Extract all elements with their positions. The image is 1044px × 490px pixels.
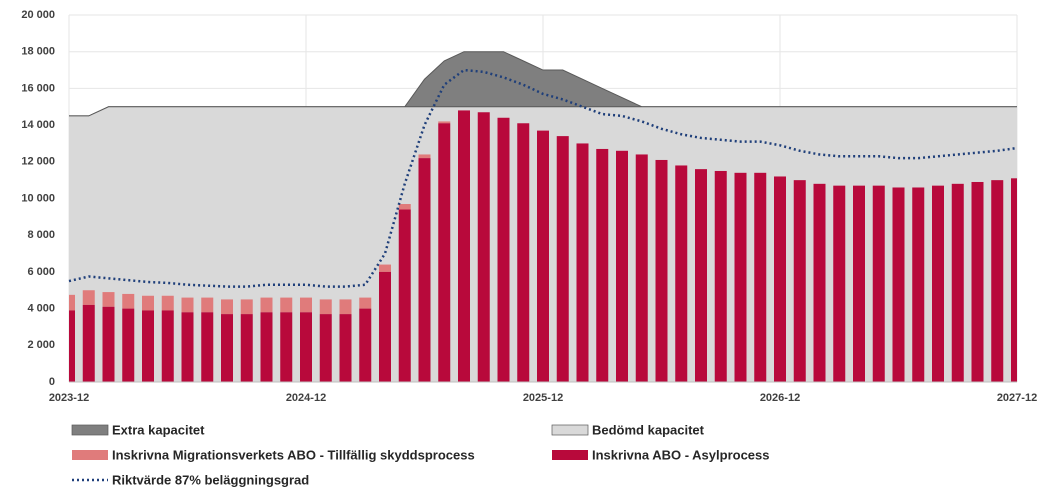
bar <box>892 187 905 382</box>
bar <box>240 299 253 315</box>
bar <box>339 314 352 382</box>
bar <box>122 293 135 309</box>
bar <box>635 154 648 382</box>
bar <box>280 297 293 313</box>
bar <box>912 187 925 382</box>
bar <box>853 185 865 382</box>
bar <box>142 310 154 382</box>
bar <box>813 183 826 382</box>
bar <box>872 185 885 382</box>
y-tick-label: 2 000 <box>27 339 55 351</box>
x-tick-label: 2023-12 <box>49 392 89 404</box>
bar <box>734 172 747 382</box>
y-tick-label: 4 000 <box>27 303 55 315</box>
bar <box>181 297 194 313</box>
legend-swatch <box>552 450 588 460</box>
bar <box>359 308 372 382</box>
bar <box>102 292 115 307</box>
bar <box>398 209 411 382</box>
bar <box>379 264 391 272</box>
bar <box>833 185 846 382</box>
bar <box>240 314 253 382</box>
bar <box>517 123 530 382</box>
bar <box>616 150 628 382</box>
bar <box>201 297 214 313</box>
bar <box>655 159 668 382</box>
bar <box>161 295 174 311</box>
bar <box>754 172 767 382</box>
x-tick-label: 2027-12 <box>997 392 1037 404</box>
bar <box>69 310 75 382</box>
bar <box>69 294 75 311</box>
y-tick-label: 14 000 <box>21 119 55 131</box>
bar <box>102 306 115 382</box>
bar <box>122 308 135 382</box>
bar <box>477 112 490 382</box>
bar <box>300 312 312 382</box>
bar <box>695 169 707 382</box>
y-tick-label: 16 000 <box>21 82 55 94</box>
bar <box>418 154 431 159</box>
bar <box>793 180 806 382</box>
y-tick-label: 20 000 <box>21 9 55 21</box>
bar <box>398 204 411 210</box>
bar <box>556 136 569 382</box>
bar <box>142 295 154 311</box>
bar <box>82 304 95 382</box>
y-tick-label: 0 <box>49 376 55 388</box>
bar <box>181 312 194 382</box>
y-tick-label: 8 000 <box>27 229 55 241</box>
bar <box>675 165 688 382</box>
bar <box>438 121 451 124</box>
bar <box>339 299 352 315</box>
area-edge <box>69 106 1017 117</box>
y-tick-label: 18 000 <box>21 46 55 58</box>
legend-swatch <box>551 424 589 436</box>
area <box>69 51 1017 116</box>
bar <box>497 117 510 382</box>
bar <box>714 170 727 382</box>
legend-label: Extra kapacitet <box>112 422 205 437</box>
bar <box>1011 178 1017 382</box>
bar <box>319 299 332 315</box>
y-tick-label: 10 000 <box>21 192 55 204</box>
legend-swatch <box>72 450 108 460</box>
bar <box>300 297 312 313</box>
bar <box>991 180 1004 382</box>
bar <box>260 297 273 313</box>
y-tick-label: 12 000 <box>21 156 55 168</box>
bar <box>458 110 470 383</box>
bar <box>260 312 273 382</box>
legend-label: Bedömd kapacitet <box>592 422 705 437</box>
bar <box>418 158 431 382</box>
bar <box>971 181 984 382</box>
bar <box>280 312 293 382</box>
bar <box>379 271 391 382</box>
x-tick-label: 2026-12 <box>760 392 800 404</box>
x-tick-label: 2025-12 <box>523 392 563 404</box>
bar <box>596 148 609 382</box>
bar <box>319 314 332 382</box>
legend-swatch <box>71 424 109 436</box>
legend-label: Inskrivna Migrationsverkets ABO - Tillfä… <box>112 447 475 462</box>
bar <box>932 185 944 382</box>
legend-label: Riktvärde 87% beläggningsgrad <box>112 472 309 487</box>
bar <box>359 297 372 309</box>
bar <box>161 310 174 382</box>
bar <box>774 176 786 382</box>
legend-label: Inskrivna ABO - Asylprocess <box>592 447 770 462</box>
bar <box>438 123 451 382</box>
bar <box>221 314 233 382</box>
bar <box>576 143 589 382</box>
bar <box>537 130 549 382</box>
bar <box>82 290 95 305</box>
bar <box>951 183 964 382</box>
bar <box>221 299 233 315</box>
x-tick-label: 2024-12 <box>286 392 326 404</box>
bar <box>201 312 214 382</box>
y-tick-label: 6 000 <box>27 266 55 278</box>
line <box>68 68 1018 288</box>
